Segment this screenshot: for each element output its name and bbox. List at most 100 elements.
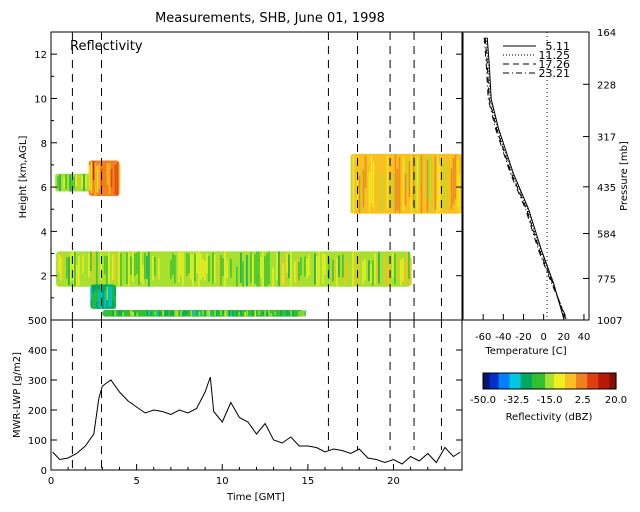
echo-streak xyxy=(154,311,156,316)
legend-entry: 23.21 xyxy=(539,67,571,80)
echo-streak xyxy=(434,156,437,210)
echo-streak xyxy=(140,311,142,316)
echo-streak xyxy=(348,251,350,287)
echo-streak xyxy=(248,261,250,283)
echo-streak xyxy=(134,311,136,316)
echo-streak xyxy=(288,311,290,316)
colorbar-tick-label: -32.5 xyxy=(503,395,529,406)
echo-streak xyxy=(170,259,172,280)
echo-streak xyxy=(414,157,417,212)
echo-streak xyxy=(96,165,99,193)
echo-streak xyxy=(126,252,128,285)
colorbar-ticks: -50.0 -32.5 -15.0 2.5 20.0 xyxy=(470,395,627,406)
echo-streak xyxy=(136,252,138,274)
colorbar-cell xyxy=(538,373,542,389)
echo-streak xyxy=(298,311,300,317)
temperature-ticks: -60 -40 -20 0 20 40 xyxy=(475,314,590,343)
echo-region xyxy=(102,310,306,317)
echo-streak xyxy=(98,290,100,308)
echo-streak xyxy=(160,312,162,316)
dashed-time-markers xyxy=(71,32,442,320)
echo-streak xyxy=(392,173,395,211)
echo-streak xyxy=(122,312,124,316)
echo-streak xyxy=(182,311,184,317)
echo-streak xyxy=(366,251,368,276)
echo-streak xyxy=(292,257,294,284)
echo-streak xyxy=(106,163,109,185)
echo-streak xyxy=(67,174,69,188)
colorbar-cell xyxy=(496,373,500,389)
echo-streak xyxy=(374,160,377,208)
echo-streak xyxy=(166,252,168,287)
echo-streak xyxy=(104,256,106,275)
echo-streak xyxy=(394,154,397,214)
colorbar-cell xyxy=(613,373,617,389)
echo-streak xyxy=(96,251,98,285)
echo-streak xyxy=(118,164,121,190)
colorbar-cell xyxy=(500,373,504,389)
colorbar-cell xyxy=(569,373,573,389)
echo-streak xyxy=(150,251,152,285)
echo-streak xyxy=(248,310,250,315)
echo-streak xyxy=(84,254,86,286)
echo-streak xyxy=(77,174,79,188)
echo-streak xyxy=(74,251,76,287)
colorbar-cell xyxy=(545,373,548,389)
echo-streak xyxy=(364,258,366,281)
echo-streak xyxy=(420,155,423,214)
echo-streak xyxy=(294,310,296,317)
colorbar-cell xyxy=(514,373,517,389)
colorbar-cell xyxy=(562,373,566,389)
echo-streak xyxy=(59,174,61,192)
echo-streak xyxy=(168,312,170,317)
echo-streak xyxy=(318,251,320,286)
height-tick-label: 10 xyxy=(34,94,47,105)
echo-streak xyxy=(372,260,374,286)
echo-streak xyxy=(412,155,415,206)
pressure-tick-label: 775 xyxy=(597,274,616,285)
echo-streak xyxy=(236,310,238,316)
temperature-tick-label: 20 xyxy=(557,332,570,343)
echo-streak xyxy=(256,310,258,317)
colorbar-cell xyxy=(505,373,508,389)
colorbar-cell xyxy=(553,373,557,389)
echo-streak xyxy=(220,255,222,286)
echo-streak xyxy=(284,252,286,286)
echo-streak xyxy=(234,310,236,317)
echo-streak xyxy=(208,255,210,282)
colorbar-cell xyxy=(516,373,520,389)
echo-streak xyxy=(430,155,433,214)
echo-streak xyxy=(148,310,150,315)
echo-streak xyxy=(94,252,96,278)
echo-streak xyxy=(158,311,160,317)
echo-streak xyxy=(288,254,290,279)
echo-streak xyxy=(374,253,376,285)
colorbar-cell xyxy=(536,373,540,389)
echo-streak xyxy=(358,256,360,286)
echo-streak xyxy=(392,253,394,278)
echo-streak xyxy=(102,311,104,316)
echo-streak xyxy=(272,311,274,316)
echo-streak xyxy=(376,259,378,284)
echo-streak xyxy=(102,285,104,300)
lwp-tick-label: 200 xyxy=(28,406,47,417)
time-ticks: 0 5 10 15 20 xyxy=(48,464,446,487)
echo-region xyxy=(56,251,412,287)
echo-streak xyxy=(258,251,260,287)
echo-streak xyxy=(452,157,455,205)
echo-streak xyxy=(398,255,400,281)
echo-streak xyxy=(108,310,110,317)
echo-streak xyxy=(300,257,302,276)
echo-streak xyxy=(344,255,346,285)
lwp-tick-label: 300 xyxy=(28,376,47,387)
colorbar-cell xyxy=(518,373,522,389)
echo-streak xyxy=(82,254,84,274)
echo-streak xyxy=(380,256,382,280)
time-axis-label: Time [GMT] xyxy=(226,492,285,503)
echo-streak xyxy=(192,254,194,287)
echo-streak xyxy=(378,164,381,211)
echo-streak xyxy=(276,311,278,317)
echo-streak xyxy=(250,312,252,316)
echo-streak xyxy=(356,251,358,287)
time-tick-label: 10 xyxy=(216,476,229,487)
